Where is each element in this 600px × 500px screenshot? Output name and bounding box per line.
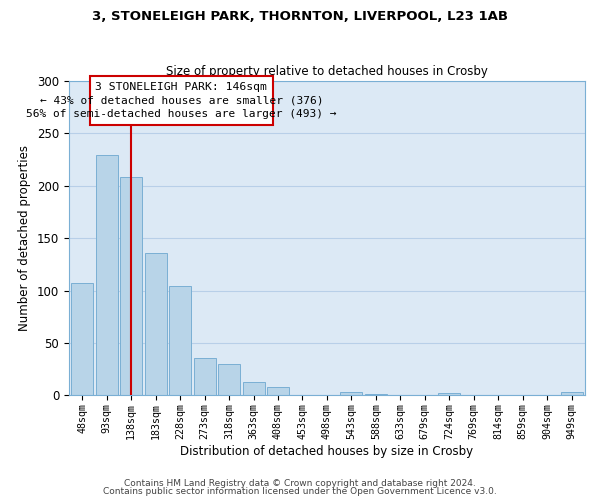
Y-axis label: Number of detached properties: Number of detached properties (19, 145, 31, 331)
Bar (120, 178, 142, 396)
Text: 3 STONELEIGH PARK: 146sqm: 3 STONELEIGH PARK: 146sqm (95, 82, 268, 92)
Text: 3, STONELEIGH PARK, THORNTON, LIVERPOOL, L23 1AB: 3, STONELEIGH PARK, THORNTON, LIVERPOOL,… (92, 10, 508, 23)
Bar (218, 364, 240, 396)
Bar (438, 393, 460, 396)
Bar (96, 156, 118, 396)
Bar (194, 358, 215, 396)
X-axis label: Distribution of detached houses by size in Crosby: Distribution of detached houses by size … (181, 444, 473, 458)
Text: Contains HM Land Registry data © Crown copyright and database right 2024.: Contains HM Land Registry data © Crown c… (124, 478, 476, 488)
Text: Contains public sector information licensed under the Open Government Licence v3: Contains public sector information licen… (103, 487, 497, 496)
Bar (267, 387, 289, 396)
FancyBboxPatch shape (89, 76, 273, 125)
Text: 56% of semi-detached houses are larger (493) →: 56% of semi-detached houses are larger (… (26, 110, 337, 120)
Bar (169, 286, 191, 396)
Bar (145, 253, 167, 396)
Bar (242, 382, 265, 396)
Title: Size of property relative to detached houses in Crosby: Size of property relative to detached ho… (166, 66, 488, 78)
Bar (340, 392, 362, 396)
Bar (560, 392, 583, 396)
Text: ← 43% of detached houses are smaller (376): ← 43% of detached houses are smaller (37… (40, 96, 323, 106)
Bar (365, 394, 387, 396)
Bar (71, 283, 94, 396)
